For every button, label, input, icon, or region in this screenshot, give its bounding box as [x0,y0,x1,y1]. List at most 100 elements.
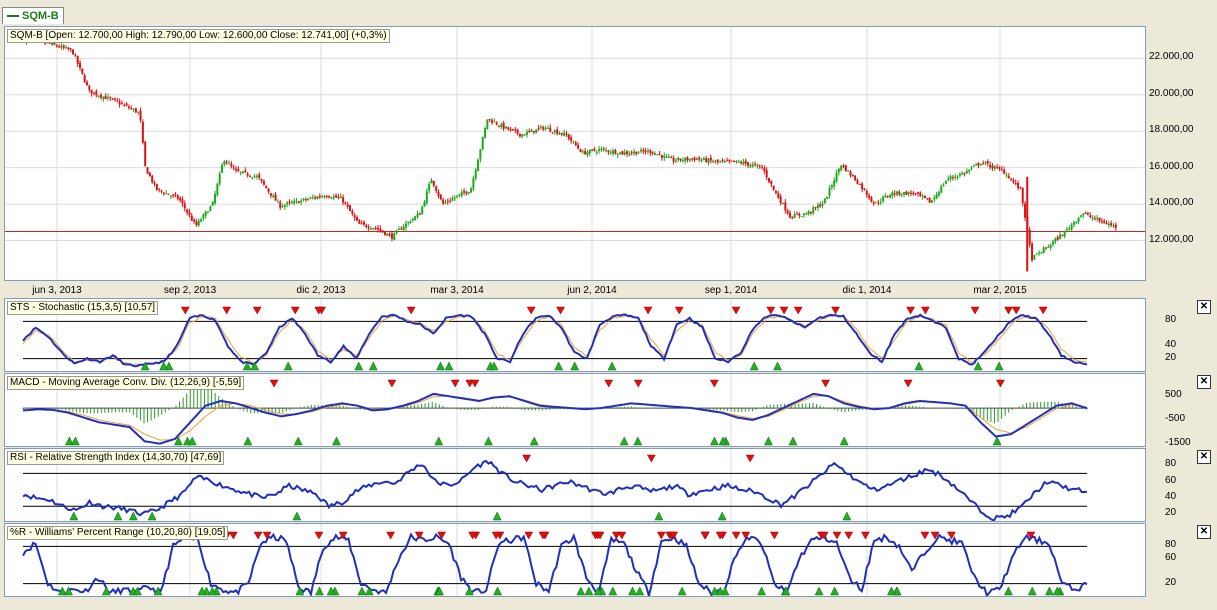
sell-signal-marker [731,531,741,540]
sell-signal-marker [741,531,751,540]
candle-body [318,196,321,198]
close-rsi-button[interactable]: ✕ [1197,450,1211,464]
candle-body [800,215,803,217]
candle-body [1103,220,1106,224]
candle-body [646,150,649,152]
candle-body [693,157,696,161]
buy-signal-marker [357,586,367,596]
buy-signal-marker [584,586,594,596]
candle-body [1084,212,1087,214]
candle-body [288,201,291,203]
buy-signal-marker [887,586,896,596]
buy-signal-marker [654,511,664,521]
candle-body [844,165,847,172]
candle-body [1058,234,1061,240]
candle-body [116,100,119,102]
candle-body [537,127,540,129]
candle-body [791,216,794,219]
buy-signal-marker [710,586,720,596]
candle-body [463,191,466,193]
candle-body [293,200,296,204]
buy-signal-marker [1052,586,1062,596]
stochastic-pane[interactable]: STS - Stochastic (15,3,5) [10,57] [4,298,1146,372]
candle-body [79,62,82,68]
candle-body [521,134,524,137]
candle-body [260,178,263,181]
candle-body [563,132,566,136]
candle-body [1031,243,1034,261]
candle-body [660,155,663,158]
williams-pane[interactable]: %R - Williams' Percent Range (10,20,80) … [4,523,1146,597]
buy-signal-marker [715,586,725,596]
price-y-tick-label: 14.000,00 [1149,197,1194,209]
candle-body [539,126,542,128]
candle-body [623,152,626,155]
candle-body [546,128,549,130]
close-macd-button[interactable]: ✕ [1197,375,1211,389]
sell-signal-marker [470,379,480,388]
candle-body [72,49,75,55]
candle-body [1047,246,1050,248]
candle-body [51,42,54,45]
price-pane[interactable]: SQM-B [Open: 12.700,00 High: 12.790,00 L… [4,26,1146,281]
buy-signal-marker [326,586,336,596]
rsi-pane[interactable]: RSI - Relative Strength Index (14,30,70)… [4,448,1146,522]
candle-body [302,198,305,200]
buy-signal-marker [444,361,454,371]
candle-body [1003,169,1006,174]
candle-body [123,104,126,106]
candle-body [581,151,584,153]
candle-body [574,142,577,146]
candle-body [651,152,654,154]
macd-pane[interactable]: MACD - Moving Average Conv. Div. (12,26,… [4,373,1146,447]
buy-signal-marker [593,586,603,596]
stochastic-y-axis: 80 40 20 [1145,298,1217,370]
candle-body [784,202,787,211]
candle-body [1107,224,1110,226]
candle-body [511,129,514,131]
candle-body [768,178,771,182]
candle-body [963,172,966,175]
candle-body [442,199,445,204]
sell-signal-marker [669,531,679,540]
sell-signal-marker [314,306,324,315]
sell-signal-marker [414,531,424,540]
close-williams-button[interactable]: ✕ [1197,525,1211,539]
candle-body [968,169,971,172]
candle-body [484,127,487,138]
candle-body [837,168,840,173]
buy-signal-marker [435,586,444,596]
tab-bar: SQM-B [0,0,1217,24]
candle-body [737,161,740,163]
candle-body [1072,222,1075,225]
candle-body [777,193,780,198]
candle-body [907,191,910,195]
buy-signal-marker [243,436,253,446]
candle-body [861,183,864,190]
sell-signal-marker [468,531,478,540]
candle-body [612,150,615,154]
sell-signal-marker [1004,306,1013,315]
sell-signal-marker [860,531,870,540]
candle-body [160,190,163,192]
candle-body [965,170,968,174]
candle-body [493,121,496,123]
indicator-y-tick-label: -1500 [1165,436,1191,448]
indicator-y-tick-label: 20 [1165,576,1177,588]
close-stochastic-button[interactable]: ✕ [1197,300,1211,314]
candle-body [1089,215,1092,217]
candle-body [707,158,710,163]
candle-body [639,150,642,152]
candle-body [218,173,221,184]
candle-body [535,129,538,134]
candle-body [76,56,79,65]
candle-body [947,178,950,180]
candle-body [102,96,105,99]
sell-signal-marker [700,531,710,540]
candle-body [53,41,56,45]
chart-tab[interactable]: SQM-B [2,7,64,24]
candle-body [756,164,759,166]
candle-body [658,153,661,155]
buy-signal-marker [839,436,849,446]
candle-body [386,233,389,236]
